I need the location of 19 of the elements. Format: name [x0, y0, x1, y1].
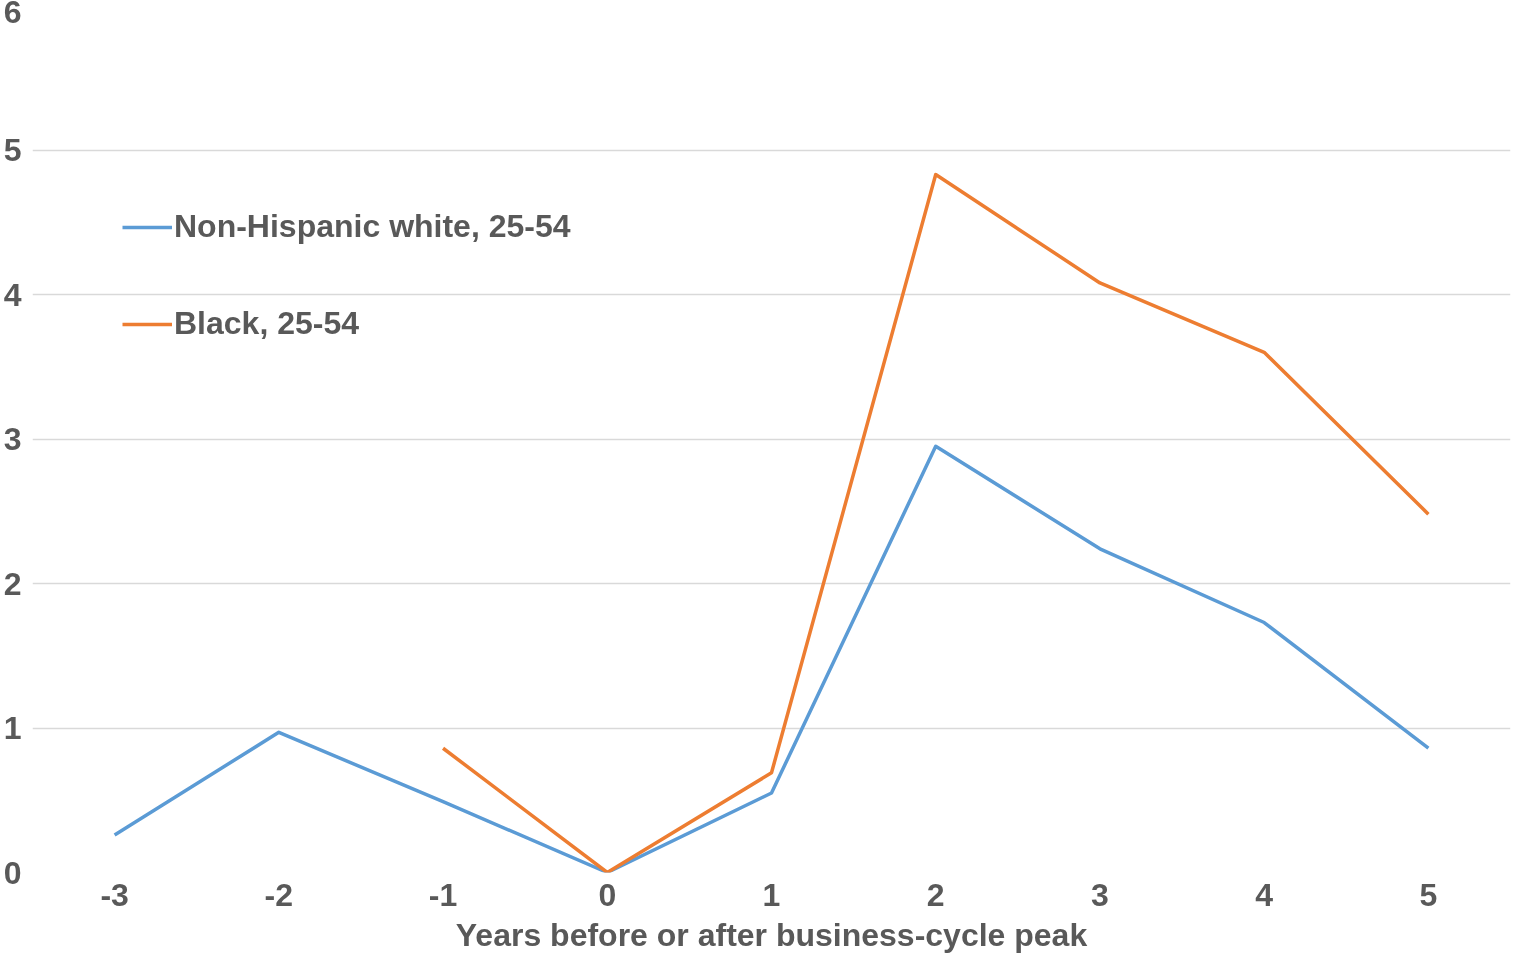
y-tick-label: 3 — [3, 421, 22, 457]
y-tick-label: 4 — [3, 276, 22, 313]
x-tick-label: -1 — [428, 876, 458, 913]
x-tick-label: 0 — [598, 876, 617, 913]
x-tick-label: 5 — [1419, 876, 1438, 913]
legend-label: Non-Hispanic white, 25-54 — [174, 208, 571, 245]
x-tick-label: 3 — [1091, 876, 1109, 913]
x-tick-label: -3 — [100, 876, 129, 913]
legend-label: Black, 25-54 — [174, 305, 360, 342]
x-tick-label: 1 — [762, 876, 781, 913]
line-series — [112, 444, 1431, 873]
y-tick-label: 5 — [3, 132, 22, 168]
x-tick-label: 4 — [1255, 876, 1274, 913]
y-tick-label: 6 — [3, 0, 22, 30]
y-tick-label: 1 — [3, 710, 22, 746]
x-tick-label: 2 — [926, 876, 945, 913]
y-tick-label: 2 — [3, 565, 22, 602]
x-axis-title: Years before or after business-cycle peak — [455, 916, 1088, 953]
x-tick-label: -2 — [264, 876, 294, 913]
